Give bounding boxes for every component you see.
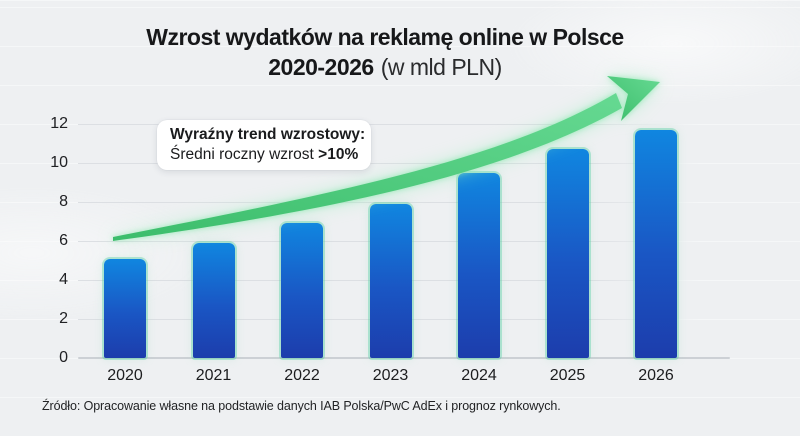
x-tick-label-2020: 2020 xyxy=(107,367,143,384)
x-tick-label-2023: 2023 xyxy=(372,367,409,384)
chart-title-years: 2020-2026 xyxy=(268,54,374,80)
x-tick-label-2025: 2025 xyxy=(549,367,586,384)
y-tick-label-4: 4 xyxy=(59,271,68,288)
x-tick-label-2024: 2024 xyxy=(461,367,497,384)
x-tick-label-2021: 2021 xyxy=(195,367,232,384)
trend-annotation-box: Wyraźny trend wzrostowy: Średni roczny w… xyxy=(157,120,371,170)
x-tick-label-2026: 2026 xyxy=(638,367,674,384)
y-tick-label-10: 10 xyxy=(50,154,68,171)
x-axis-line xyxy=(78,357,730,359)
gridline-8 xyxy=(78,202,700,203)
chart-title: Wzrost wydatków na reklamę online w Pols… xyxy=(0,22,770,82)
bar-2022 xyxy=(281,223,323,358)
trend-arrow-head xyxy=(607,76,660,121)
source-note: Źródło: Opracowanie własne na podstawie … xyxy=(42,399,561,413)
y-tick-label-2: 2 xyxy=(59,310,68,327)
annotation-line2: Średni roczny wzrost >10% xyxy=(170,146,359,163)
y-tick-label-0: 0 xyxy=(59,349,68,366)
chart-title-unit: (w mld PLN) xyxy=(380,54,503,80)
bar-2021 xyxy=(192,242,235,358)
y-tick-label-6: 6 xyxy=(59,232,68,249)
bar-2025 xyxy=(546,149,589,358)
chart-title-line2: 2020-2026 (w mld PLN) xyxy=(0,52,770,82)
chart-title-line1: Wzrost wydatków na reklamę online w Pols… xyxy=(146,24,624,50)
bar-2024 xyxy=(458,172,500,358)
annotation-line1: Wyraźny trend wzrostowy: xyxy=(170,126,366,143)
y-tick-label-8: 8 xyxy=(59,193,68,210)
annotation-growth-value: >10% xyxy=(318,146,359,163)
x-tick-label-2022: 2022 xyxy=(284,367,320,384)
bar-2020 xyxy=(104,258,146,358)
bar-2023 xyxy=(369,203,412,358)
y-tick-label-12: 12 xyxy=(50,115,68,132)
bar-2026 xyxy=(635,129,677,358)
